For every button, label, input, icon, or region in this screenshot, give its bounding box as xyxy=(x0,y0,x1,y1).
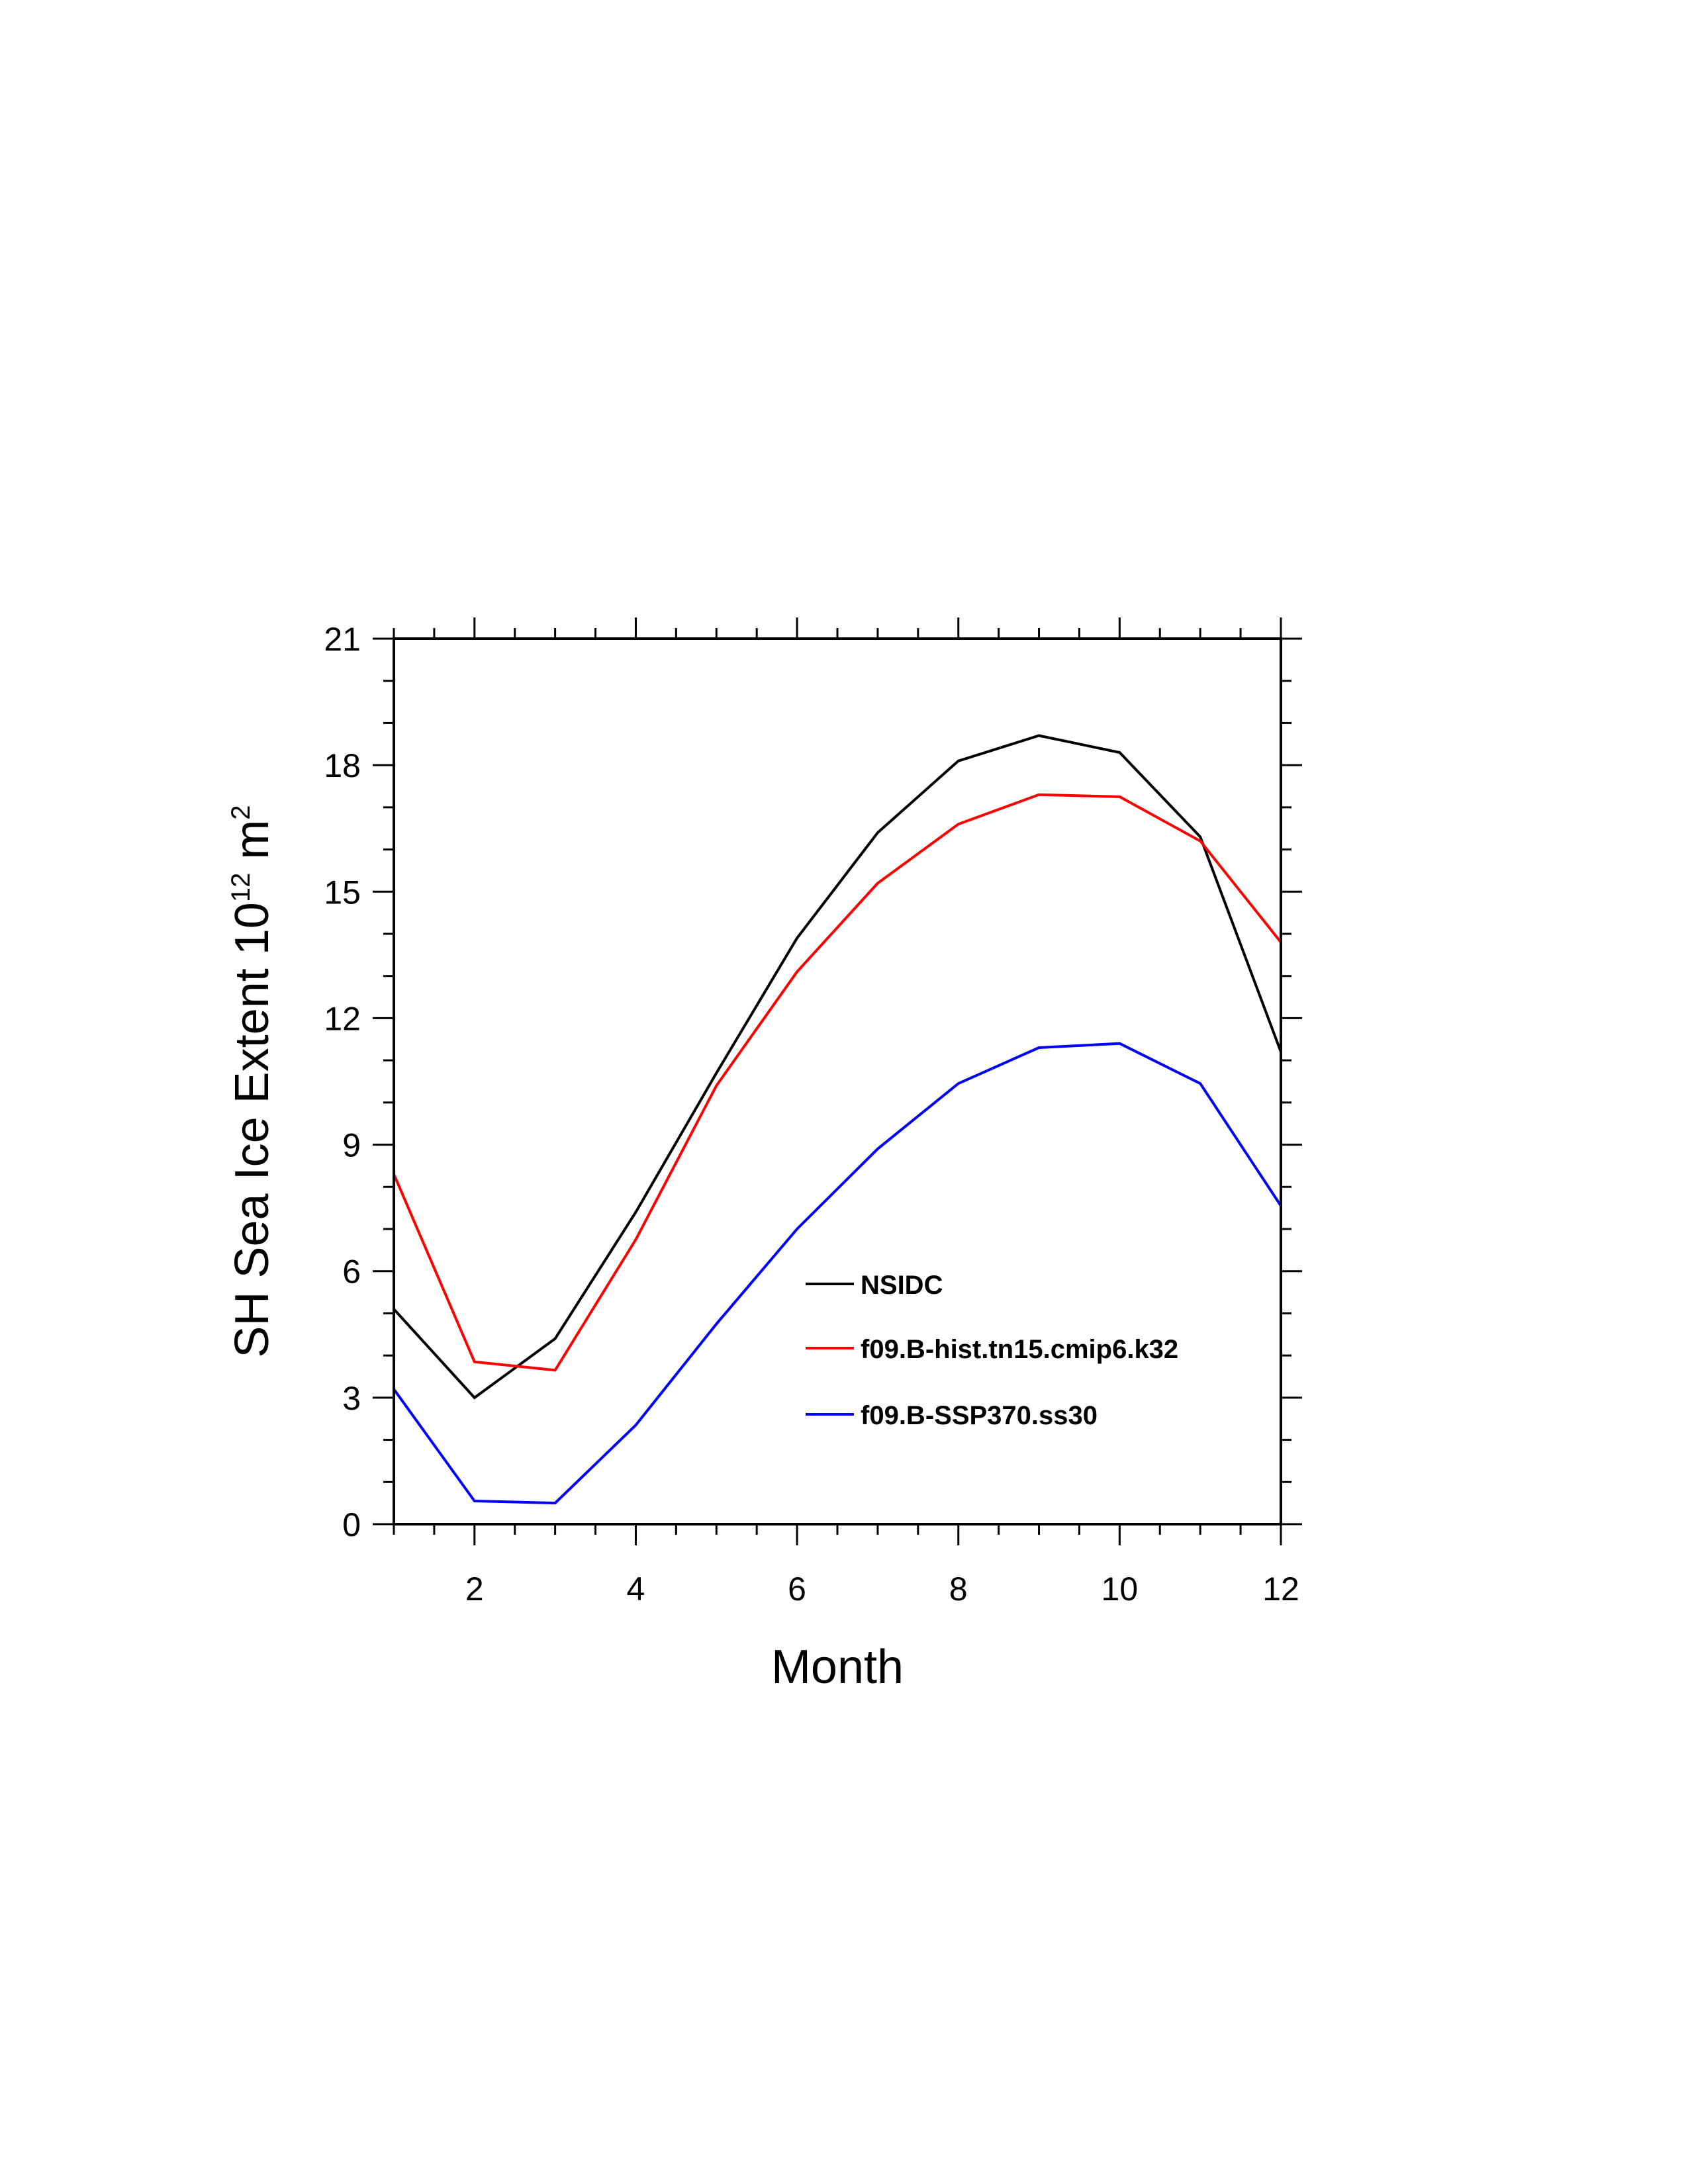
series-line-0 xyxy=(393,734,1282,1400)
x-tick-label: 4 xyxy=(627,1570,645,1608)
y-axis-title-exponent: 12 xyxy=(226,873,256,903)
legend-label-hist: f09.B-hist.tn15.cmip6.k32 xyxy=(861,1335,1178,1364)
y-tick-label: 6 xyxy=(342,1253,361,1291)
y-axis-title-unit: m xyxy=(226,820,279,873)
tick-labels: 2 4 6 8 10 12 0 3 6 9 12 15 18 21 xyxy=(324,621,1299,1608)
x-tick-label: 2 xyxy=(465,1570,484,1608)
plot-frame xyxy=(393,637,1282,1525)
y-tick-label: 0 xyxy=(342,1506,361,1543)
series-line-2 xyxy=(393,1042,1282,1505)
x-tick-label: 12 xyxy=(1262,1570,1299,1608)
y-tick-label: 21 xyxy=(324,621,361,658)
x-tick-label: 10 xyxy=(1102,1570,1139,1608)
legend-label-nsidc: NSIDC xyxy=(861,1271,943,1300)
legend-label-ssp370: f09.B-SSP370.ss30 xyxy=(861,1401,1098,1430)
y-tick-label: 15 xyxy=(324,874,361,911)
tick-marks xyxy=(373,617,1302,1545)
y-tick-label: 12 xyxy=(324,1000,361,1037)
x-axis-title: Month xyxy=(771,1641,904,1694)
legend-item-hist: f09.B-hist.tn15.cmip6.k32 xyxy=(806,1335,1178,1364)
legend: NSIDC f09.B-hist.tn15.cmip6.k32 f09.B-SS… xyxy=(806,1271,1178,1430)
series-lines xyxy=(393,734,1282,1505)
legend-item-ssp370: f09.B-SSP370.ss30 xyxy=(806,1401,1098,1430)
y-axis-title-main: SH Sea Ice Extent 10 xyxy=(226,902,279,1357)
legend-item-nsidc: NSIDC xyxy=(806,1271,943,1300)
y-tick-label: 3 xyxy=(342,1380,361,1417)
y-axis-title-unit-exponent: 2 xyxy=(226,805,256,819)
y-tick-label: 9 xyxy=(342,1127,361,1164)
y-tick-label: 18 xyxy=(324,747,361,784)
series-line-1 xyxy=(393,793,1282,1372)
x-tick-label: 6 xyxy=(788,1570,806,1608)
x-tick-label: 8 xyxy=(949,1570,968,1608)
y-axis-title: SH Sea Ice Extent 1012 m2 xyxy=(226,805,279,1357)
